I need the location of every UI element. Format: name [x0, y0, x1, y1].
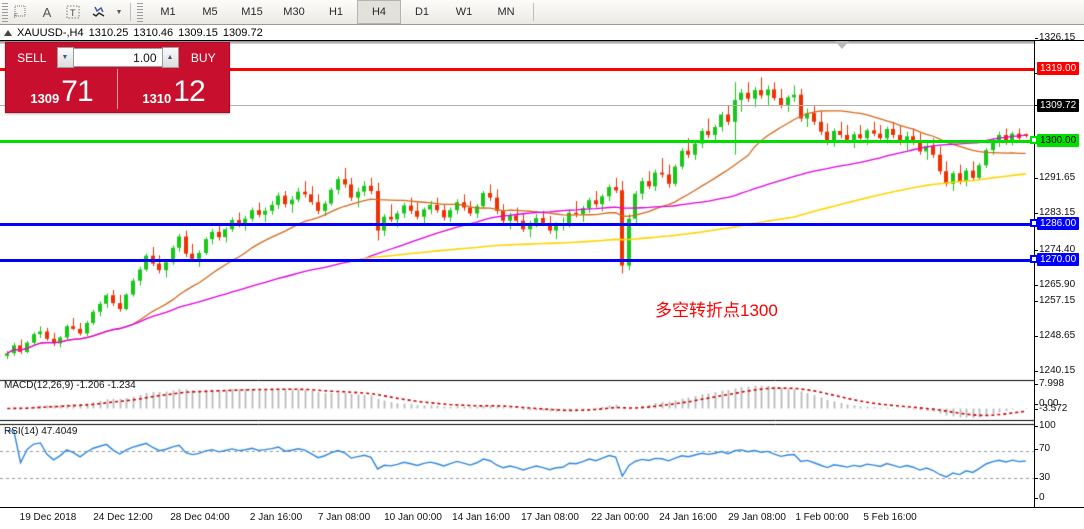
svg-text:T: T [70, 8, 76, 18]
ohlc-close: 1309.72 [222, 26, 263, 39]
ohlc-high: 1310.46 [133, 26, 174, 39]
chevron-down-icon: ▼ [61, 54, 69, 61]
sell-price-big-figure: 1309 [30, 91, 60, 106]
timeframe-m30[interactable]: M30 [283, 6, 305, 18]
candlestick-canvas [0, 41, 1034, 507]
time-tick: 29 Jan 08:00 [728, 512, 786, 523]
volume-stepper[interactable]: ▼ 1.00 ▲ [56, 47, 179, 68]
scroll-marker-icon[interactable] [835, 41, 849, 49]
time-tick: 1 Feb 00:00 [795, 512, 849, 523]
price-label-support-1270[interactable]: 1270.00 [1037, 253, 1080, 266]
text-label-icon[interactable]: A [42, 4, 52, 20]
time-tick: 24 Dec 12:00 [93, 512, 153, 523]
timeframe-group: M1 M5 M15 M30 H1 H4 D1 W1 MN [147, 0, 527, 24]
timeframe-m15[interactable]: M15 [241, 6, 263, 18]
price-label-support-1286[interactable]: 1286.00 [1037, 217, 1080, 230]
one-click-trading-panel[interactable]: SELL ▼ 1.00 ▲ BUY 1309 71 1310 12 [5, 42, 230, 113]
timeframe-h1[interactable]: H1 [328, 6, 344, 18]
timeframe-h4[interactable]: H4 [357, 0, 401, 24]
price-tick: 1265.90 [1034, 279, 1076, 290]
price-line-support-1300[interactable] [0, 140, 1034, 143]
price-tick: 1257.15 [1034, 295, 1076, 306]
price-tick: 0 [1035, 492, 1045, 503]
price-axis[interactable]: 1326.151317.401309.721300.001291.651283.… [1030, 32, 1084, 507]
chevron-down-glyph: ▼ [115, 8, 123, 16]
timeframe-d1[interactable]: D1 [414, 6, 430, 18]
price-tick: 1326.15 [1034, 32, 1076, 43]
toolbar-divider-2 [533, 3, 534, 21]
macd-label: MACD(12,26,9) -1.206 -1.234 [4, 380, 136, 391]
price-tick: 1248.65 [1034, 330, 1076, 341]
toolbar: F A T ▼ M1 M5 M15 M30 H1 H4 D1 W1 MN [0, 0, 1084, 25]
crosshair-icon[interactable]: F [8, 1, 34, 23]
timeframe-w1[interactable]: W1 [455, 6, 473, 18]
price-line-support-1270[interactable] [0, 259, 1034, 262]
rsi-label: RSI(14) 47.4049 [4, 426, 78, 437]
toolbar-divider [130, 3, 131, 21]
price-label-current-price-1309.72[interactable]: 1309.72 [1037, 99, 1080, 112]
trade-panel-top-row: SELL ▼ 1.00 ▲ BUY [6, 43, 229, 69]
price-tick: 1283.15 [1034, 207, 1076, 218]
volume-input[interactable]: 1.00 [73, 48, 162, 67]
toolbar-grip[interactable] [2, 2, 8, 22]
timeframe-grip[interactable] [137, 2, 143, 22]
svg-text:F: F [14, 14, 18, 19]
price-line-current-price-1309.72[interactable] [0, 105, 1034, 106]
time-tick: 7 Jan 08:00 [317, 512, 371, 523]
sell-button[interactable]: SELL [17, 50, 47, 65]
timeframe-mn[interactable]: MN [497, 6, 515, 18]
price-tick: 70 [1034, 443, 1051, 454]
price-label-support-1300[interactable]: 1300.00 [1037, 134, 1080, 147]
price-tick: 30 [1034, 472, 1051, 483]
text-box-icon[interactable]: T [60, 1, 86, 23]
sell-price-button[interactable]: 1309 71 [6, 69, 118, 109]
price-tick: 1274.40 [1034, 244, 1076, 255]
time-tick: 28 Dec 04:00 [170, 512, 230, 523]
sell-price-pips: 71 [61, 75, 93, 108]
chart-annotation-text[interactable]: 多空转折点1300 [655, 301, 778, 320]
symbol-bar: XAUUSD-,H4 1310.25 1310.46 1309.15 1309.… [0, 25, 1084, 41]
buy-price-pips: 12 [173, 75, 205, 108]
chart-area: MACD(12,26,9) -1.206 -1.234 RSI(14) 47.4… [0, 32, 1084, 529]
ohlc-open: 1310.25 [88, 26, 129, 39]
price-line-handle[interactable] [1030, 255, 1038, 263]
indicators-icon[interactable] [86, 1, 112, 23]
volume-decrement-button[interactable]: ▼ [56, 47, 74, 68]
ohlc-low: 1309.15 [178, 26, 218, 39]
price-label-resistance-1319[interactable]: 1319.00 [1037, 62, 1080, 75]
price-line-support-1286[interactable] [0, 223, 1034, 226]
time-tick: 2 Jan 16:00 [249, 512, 303, 523]
time-tick: 14 Jan 16:00 [452, 512, 510, 523]
buy-button[interactable]: BUY [190, 50, 216, 65]
chevron-down-icon[interactable]: ▼ [112, 1, 126, 23]
buy-price-button[interactable]: 1310 12 [118, 69, 229, 109]
time-tick: 17 Jan 08:00 [521, 512, 579, 523]
volume-increment-button[interactable]: ▲ [161, 47, 179, 68]
price-tick: 1240.15 [1034, 365, 1076, 376]
price-line-resistance-1319[interactable] [0, 68, 1034, 71]
buy-price-big-figure: 1310 [142, 91, 172, 106]
price-tick: 7.998 [1034, 378, 1065, 389]
trade-panel-price-row: 1309 71 1310 12 [6, 69, 229, 109]
time-tick: 22 Jan 00:00 [591, 512, 649, 523]
price-line-handle[interactable] [1030, 136, 1038, 144]
chevron-up-icon: ▲ [166, 54, 174, 61]
time-tick: 19 Dec 2018 [19, 512, 77, 523]
time-tick: 10 Jan 00:00 [384, 512, 442, 523]
time-axis[interactable]: 19 Dec 2018 24 Dec 12:00 28 Dec 04:00 2 Jan… [0, 507, 1084, 529]
price-tick: -3.572 [1034, 403, 1068, 414]
price-line-handle[interactable] [1030, 219, 1038, 227]
collapse-triangle-icon[interactable] [4, 29, 12, 36]
time-tick: 5 Feb 16:00 [863, 512, 917, 523]
price-tick: 100 [1035, 420, 1056, 431]
timeframe-m1[interactable]: M1 [160, 6, 176, 18]
timeframe-m5[interactable]: M5 [202, 6, 218, 18]
price-plot[interactable]: MACD(12,26,9) -1.206 -1.234 RSI(14) 47.4… [0, 41, 1034, 507]
time-tick: 24 Jan 16:00 [659, 512, 717, 523]
symbol-name: XAUUSD-,H4 [17, 26, 84, 39]
price-tick: 1291.65 [1034, 172, 1076, 183]
price-tick: 0.00 [1034, 398, 1059, 409]
